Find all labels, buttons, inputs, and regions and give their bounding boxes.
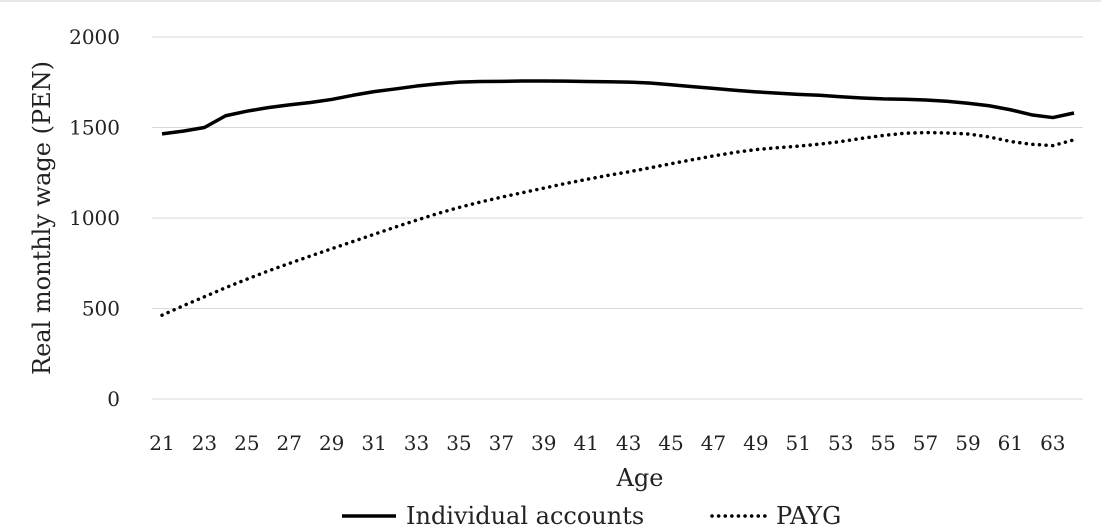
x-tick-label: 29: [319, 431, 344, 455]
x-tick-label: 53: [828, 431, 853, 455]
x-tick-label: 41: [573, 431, 598, 455]
y-tick-label: 1000: [69, 206, 120, 230]
y-axis-tick-labels: 0 500 1000 1500 2000: [69, 25, 120, 411]
legend-label-payg: PAYG: [776, 502, 841, 529]
legend-label-individual-accounts: Individual accounts: [406, 502, 644, 529]
x-tick-label: 23: [192, 431, 217, 455]
y-tick-label: 1500: [69, 116, 120, 140]
x-tick-label: 37: [489, 431, 514, 455]
legend: Individual accounts PAYG: [342, 502, 841, 529]
x-tick-label: 31: [361, 431, 386, 455]
x-tick-label: 25: [234, 431, 259, 455]
x-tick-label: 55: [870, 431, 895, 455]
x-axis-tick-labels: 21 23 25 27 29 31 33 35 37 39 41 43 45 47 49 51 53 55 57 59…: [149, 431, 1065, 455]
x-tick-label: 33: [404, 431, 429, 455]
y-tick-label: 0: [107, 387, 120, 411]
x-tick-label: 49: [743, 431, 768, 455]
series-line-payg: [160, 130, 1076, 317]
x-tick-label: 27: [277, 431, 302, 455]
x-tick-label: 43: [616, 431, 641, 455]
x-tick-label: 59: [955, 431, 980, 455]
y-tick-label: 2000: [69, 25, 120, 49]
y-tick-label: 500: [82, 297, 120, 321]
x-tick-label: 61: [998, 431, 1023, 455]
y-axis-title: Real monthly wage (PEN): [28, 61, 56, 375]
x-tick-label: 45: [658, 431, 683, 455]
gridlines: [152, 36, 1083, 400]
x-tick-label: 35: [446, 431, 471, 455]
x-tick-label: 57: [913, 431, 938, 455]
x-tick-label: 51: [786, 431, 811, 455]
series-line-individual-accounts: [161, 79, 1075, 136]
series-lines: [160, 79, 1076, 317]
x-tick-label: 39: [531, 431, 556, 455]
x-tick-label: 63: [1040, 431, 1065, 455]
x-tick-label: 21: [149, 431, 174, 455]
x-tick-label: 47: [701, 431, 726, 455]
x-axis-title: Age: [616, 464, 664, 492]
